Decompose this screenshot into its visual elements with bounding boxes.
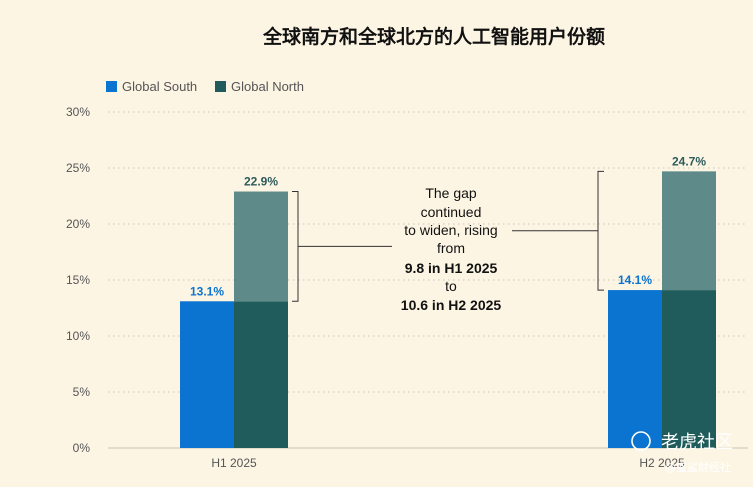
y-tick-label: 5% — [73, 385, 91, 399]
bar-global-south — [180, 301, 234, 448]
data-label-global-north: 24.7% — [672, 154, 706, 168]
gap-annotation: The gap continued to widen, rising from … — [401, 185, 502, 313]
y-tick-label: 30% — [66, 105, 90, 119]
legend-swatch-global-south — [106, 81, 117, 92]
legend-swatch-global-north — [215, 81, 226, 92]
bar-global-north-gap — [234, 191, 288, 302]
watermark: 老虎社区 @盛鲨财经社 — [631, 431, 733, 474]
annotation-line-bold: 10.6 in H2 2025 — [401, 297, 502, 313]
watermark-sub: @盛鲨财经社 — [665, 460, 731, 474]
x-axis-ticks: H1 2025 H2 2025 — [211, 456, 685, 470]
y-tick-label: 20% — [66, 217, 90, 231]
bar-global-north-gap — [662, 171, 716, 291]
data-label-global-south: 13.1% — [190, 284, 224, 298]
gap-brackets — [292, 170, 604, 302]
y-tick-label: 15% — [66, 273, 90, 287]
legend-label-global-north: Global North — [231, 79, 304, 94]
gap-bracket-h1 — [292, 191, 392, 302]
data-label-global-south: 14.1% — [618, 273, 652, 287]
gap-bracket-h2 — [512, 170, 604, 291]
bar-global-south — [608, 290, 662, 448]
bar-global-north-base — [234, 301, 288, 448]
x-tick-label: H2 2025 — [639, 456, 685, 470]
legend: Global South Global North — [106, 79, 304, 94]
y-axis-ticks: 0% 5% 10% 15% 20% 25% 30% — [66, 105, 90, 455]
annotation-line: to widen, rising — [404, 222, 497, 238]
bar-global-north-base — [662, 290, 716, 448]
bars: 13.1% 22.9% 14.1% 24.7% — [180, 154, 716, 448]
annotation-line: to — [445, 278, 457, 294]
chart-title: 全球南方和全球北方的人工智能用户份额 — [262, 25, 605, 48]
legend-label-global-south: Global South — [122, 79, 197, 94]
x-tick-label: H1 2025 — [211, 456, 257, 470]
watermark-main: 老虎社区 — [661, 432, 733, 453]
y-tick-label: 25% — [66, 161, 90, 175]
annotation-line: from — [437, 240, 465, 256]
y-tick-label: 10% — [66, 329, 90, 343]
annotation-line: continued — [421, 204, 482, 220]
annotation-line: The gap — [425, 185, 477, 201]
y-tick-label: 0% — [73, 441, 91, 455]
watermark-logo-icon — [631, 431, 651, 451]
data-label-global-north: 22.9% — [244, 175, 278, 189]
annotation-line-bold: 9.8 in H1 2025 — [405, 260, 498, 276]
